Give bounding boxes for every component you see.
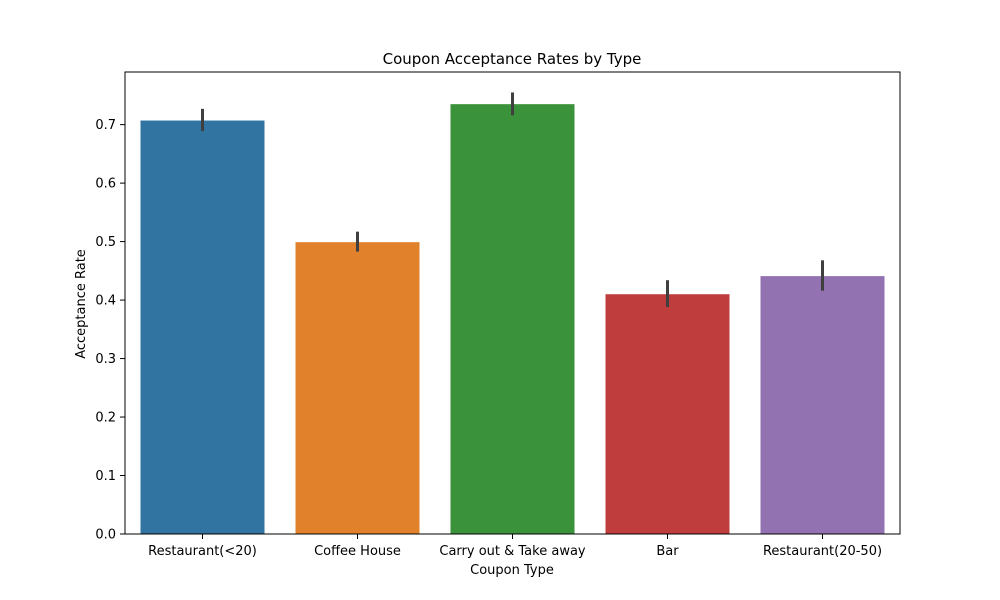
bar xyxy=(295,242,420,534)
y-tick-label: 0.6 xyxy=(95,177,116,192)
x-tick-label: Restaurant(20-50) xyxy=(763,544,882,559)
y-tick-label: 0.2 xyxy=(95,411,116,426)
x-axis: Restaurant(<20) Coffee House Carry out & T… xyxy=(148,534,882,559)
y-axis-label: Acceptance Rate xyxy=(74,249,89,359)
x-tick-label: Coffee House xyxy=(314,544,401,559)
bar xyxy=(450,104,575,535)
plot-frame xyxy=(124,71,901,535)
x-tick-label: Carry out & Take away xyxy=(439,544,586,559)
x-axis-label: Coupon Type xyxy=(470,563,554,578)
y-tick-label: 0.4 xyxy=(95,294,116,309)
x-tick-label: Bar xyxy=(656,544,679,559)
error-bars-group xyxy=(201,92,824,308)
bars-group xyxy=(140,104,885,535)
bar xyxy=(760,276,885,534)
y-tick-label: 0.5 xyxy=(95,235,116,250)
bar xyxy=(605,294,730,534)
bar xyxy=(140,120,265,534)
chart-title: Coupon Acceptance Rates by Type xyxy=(383,50,642,68)
x-tick-label: Restaurant(<20) xyxy=(148,544,257,559)
y-tick-label: 0.3 xyxy=(95,352,116,367)
y-tick-label: 0.0 xyxy=(95,528,116,543)
y-tick-label: 0.7 xyxy=(95,118,116,133)
y-axis: 0.0 0.1 0.2 0.3 0.4 0.5 0.6 0.7 xyxy=(95,118,125,543)
y-tick-label: 0.1 xyxy=(95,469,116,484)
